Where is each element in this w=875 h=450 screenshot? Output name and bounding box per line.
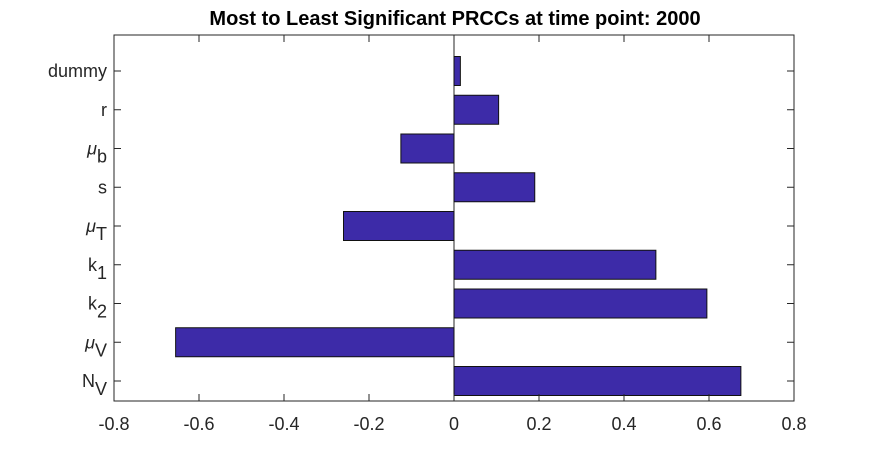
y-tick-label-subscript: 1 [97,263,107,283]
y-tick-label: μV [84,332,107,360]
y-tick-label: s [98,177,107,197]
x-tick-label: 0.8 [781,414,806,434]
bar-dummy [453,56,461,86]
y-tick-label-base: N [82,371,95,391]
bar-k-2 [453,288,708,319]
x-axis-ticks: -0.8 -0.6 -0.4 -0.2 0 0.2 0.4 0.6 0.8 [98,35,807,434]
x-tick-label: 0 [449,414,459,434]
y-tick-label-base: dummy [48,61,107,81]
y-tick-label: k2 [88,294,107,322]
y-tick-label: dummy [48,61,107,81]
x-tick-label: 0.2 [526,414,551,434]
y-tick-label-subscript: T [96,224,107,244]
bar-mu-V [175,327,455,358]
bar-s [453,172,536,203]
y-tick-label-base: k [88,294,98,314]
x-tick-label: -0.6 [183,414,214,434]
y-tick-label-subscript: 2 [97,302,107,322]
bar-N-V [453,366,742,396]
bar-mu-b [400,133,455,164]
y-tick-label-subscript: V [95,379,107,399]
y-tick-label-base: k [88,255,98,275]
y-tick-label: k1 [88,255,107,283]
bar-k-1 [453,249,657,280]
y-tick-label-subscript: V [95,340,107,360]
y-tick-label: r [101,100,107,120]
y-tick-label-subscript: b [97,147,107,167]
bar-r [453,94,500,125]
bar-mu-T [343,211,455,241]
y-tick-label-base: μ [86,139,97,159]
x-tick-label: -0.2 [353,414,384,434]
bars-group [175,56,742,396]
y-tick-label: μT [85,216,107,244]
chart-title: Most to Least Significant PRCCs at time … [209,8,700,30]
y-tick-label-base: r [101,100,107,120]
y-tick-label: μb [86,139,107,167]
x-tick-label: 0.6 [696,414,721,434]
y-tick-label-base: s [98,177,107,197]
y-tick-label-base: μ [85,216,96,236]
x-tick-label: -0.8 [98,414,129,434]
x-tick-label: -0.4 [268,414,299,434]
y-tick-label-base: μ [84,332,95,352]
x-tick-label: 0.4 [611,414,636,434]
y-tick-label: NV [82,371,107,399]
